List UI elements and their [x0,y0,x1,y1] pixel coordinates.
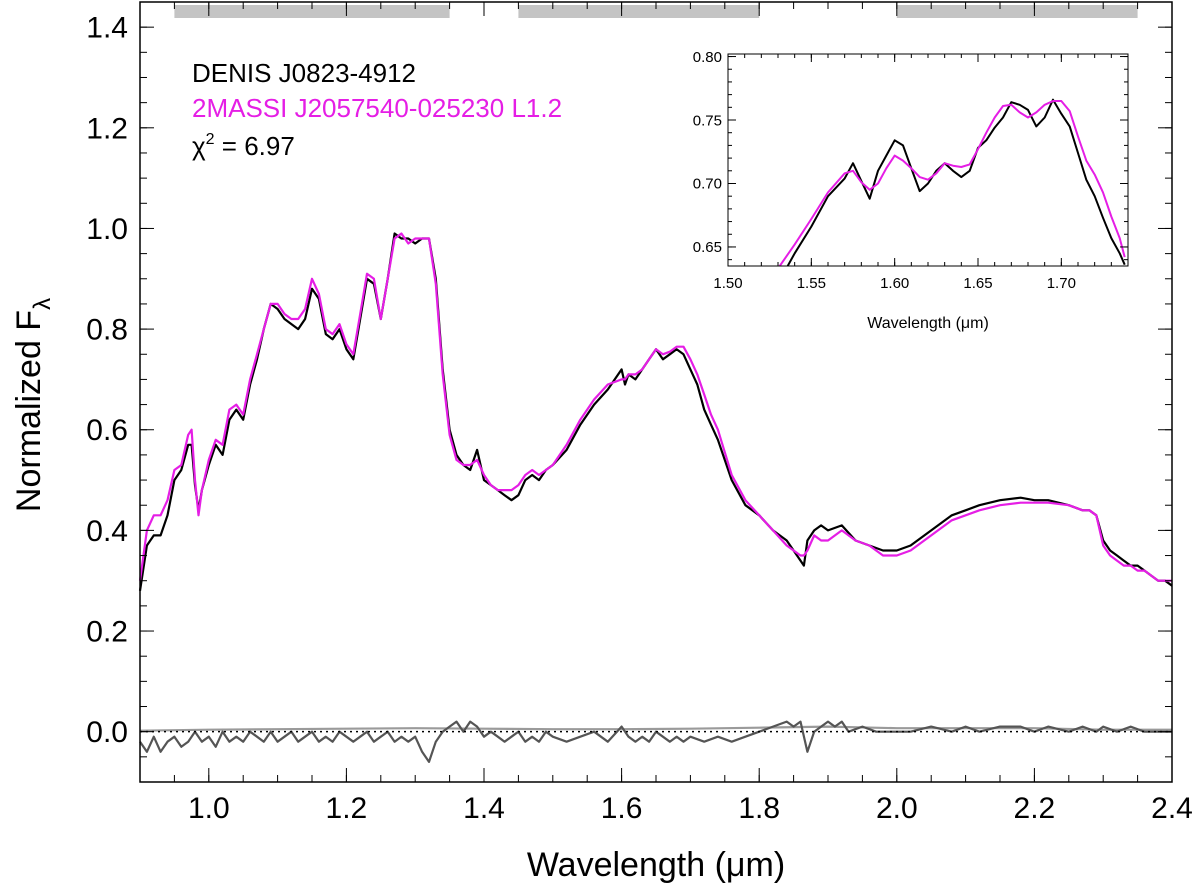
inset-series-group [778,98,1126,266]
main-y-tick-label: 0.0 [86,716,128,749]
main-x-tick-label: 2.2 [1014,792,1056,825]
main-axis-ticks [139,1,1173,783]
inset-x-tick-label: 1.65 [963,275,992,292]
inset-x-axis-label: Wavelength (μm) [867,315,989,332]
inset-axis-tick-labels: 1.50 1.55 1.60 1.65 1.70 0.65 0.70 0.75 0.80 [693,49,1076,292]
inset-y-tick-label: 0.75 [693,112,722,129]
main-plot: 1.0 1.2 1.4 1.6 1.8 2.0 2.2 2.4 0.0 0.2 0.4 0.6 0.8 1… [10,1,1193,884]
main-series-2-line [139,725,1172,732]
inset-y-tick-label: 0.80 [693,49,722,66]
inset-y-tick-label: 0.65 [693,239,722,256]
main-y-tick-label: 0.4 [86,515,128,548]
main-x-tick-label: 2.4 [1151,792,1193,825]
inset-plot: 1.50 1.55 1.60 1.65 1.70 0.65 0.70 0.75 0.80 Wav… [693,49,1129,332]
main-series-0-line [138,232,1173,591]
main-axis-tick-labels: 1.0 1.2 1.4 1.6 1.8 2.0 2.2 2.4 0.0 0.2 0.4 0.6 0.8 1… [86,12,1193,825]
main-x-tick-label: 1.0 [188,792,230,825]
target-label: DENIS J0823-4912 [192,58,416,88]
main-y-tick-label: 0.2 [86,616,128,649]
inset-background [728,54,1128,266]
wavelength-band [518,5,760,18]
inset-y-tick-label: 0.70 [693,176,722,193]
main-y-tick-label: 1.0 [86,213,128,246]
main-x-tick-label: 1.8 [738,792,780,825]
inset-series-1-line [778,100,1126,266]
main-series-group [138,232,1173,763]
main-series-1-line [138,232,1172,582]
main-y-tick-label: 0.8 [86,314,128,347]
inset-axis-ticks [727,54,1129,266]
y-axis-label: Normalized Fλ [10,298,56,512]
wavelength-band [896,5,1138,18]
main-x-tick-label: 2.0 [876,792,918,825]
inset-x-tick-label: 1.55 [797,275,826,292]
inset-series-0-line [786,98,1126,266]
inset-x-tick-label: 1.50 [713,275,742,292]
inset-x-tick-label: 1.70 [1047,275,1076,292]
main-x-tick-label: 1.6 [601,792,643,825]
main-y-tick-label: 1.4 [86,12,128,45]
main-x-tick-label: 1.2 [326,792,368,825]
chi-squared-label: χ2 = 6.97 [192,131,295,161]
main-y-tick-label: 0.6 [86,414,128,447]
main-x-tick-label: 1.4 [463,792,505,825]
main-series-3-line [139,720,1172,763]
main-y-tick-label: 1.2 [86,112,128,145]
x-axis-label: Wavelength (μm) [527,846,785,884]
inset-x-tick-label: 1.60 [880,275,909,292]
template-label: 2MASSI J2057540-025230 L1.2 [192,93,562,123]
